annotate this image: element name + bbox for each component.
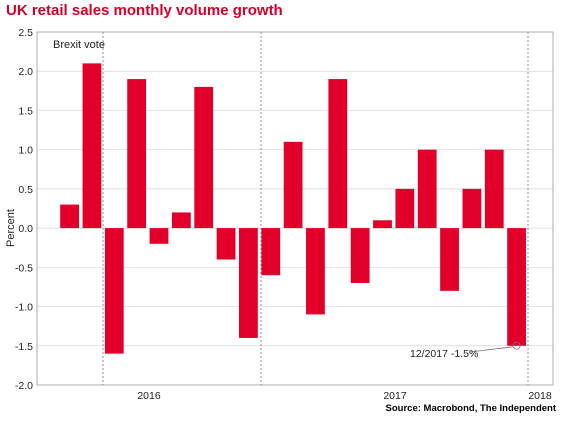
bar [239, 228, 258, 338]
callout-marker [512, 341, 521, 350]
brexit-vote-label: Brexit vote [53, 39, 105, 51]
y-tick-label: 1.0 [18, 145, 33, 157]
y-tick-label: -2.0 [15, 380, 33, 392]
plot-frame [36, 31, 554, 386]
chart-title: UK retail sales monthly volume growth [6, 2, 283, 19]
bar [373, 220, 392, 229]
y-tick-label: 2.5 [18, 27, 33, 39]
bar [350, 228, 370, 284]
y-tick-label: 0.0 [18, 223, 33, 235]
x-tick-label: 2018 [528, 390, 552, 402]
x-tick-label: 2017 [383, 390, 407, 402]
bar [171, 212, 191, 229]
callout-leader [469, 346, 514, 353]
bar [104, 228, 124, 354]
y-tick-label: 2.0 [18, 66, 33, 78]
axis-layer [36, 31, 554, 386]
y-tick-label: -1.5 [15, 341, 33, 353]
bar [82, 63, 102, 229]
bar-layer [60, 63, 526, 354]
bar [484, 149, 504, 229]
bar [328, 79, 348, 229]
bar [216, 228, 236, 260]
bar [149, 228, 169, 244]
bar [283, 141, 303, 229]
y-tick-label: -1.0 [15, 302, 33, 314]
bar [395, 188, 415, 229]
bar [462, 188, 482, 229]
label-layer: 2.5 2.0 1.5 1.0 0.5 0.0 -0.5 -1.0 -1.5 -2.0 2016 20… [15, 27, 552, 402]
callout-label: 12/2017 -1.5% [410, 348, 478, 360]
bar [194, 86, 214, 229]
y-tick-label: 0.5 [18, 184, 33, 196]
y-tick-label: -0.5 [15, 262, 33, 274]
y-axis-label: Percent [5, 209, 17, 247]
x-tick-label: 2016 [137, 390, 161, 402]
bar [440, 228, 459, 291]
bar [261, 228, 281, 276]
bar [417, 149, 437, 229]
bar [507, 228, 526, 346]
bar [306, 228, 325, 315]
chart-source: Source: Macrobond, The Independent [385, 403, 556, 414]
bar [127, 79, 147, 229]
bar [60, 204, 79, 229]
y-tick-label: 1.5 [18, 105, 33, 117]
